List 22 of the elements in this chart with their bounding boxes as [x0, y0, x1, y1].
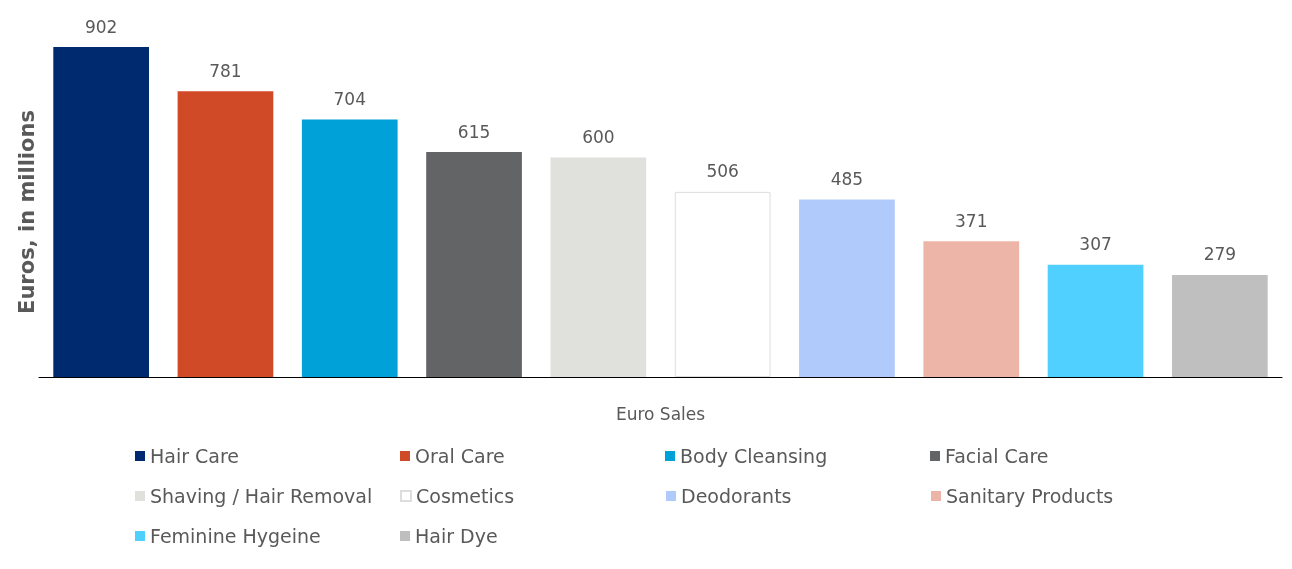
legend-label: Oral Care: [415, 445, 505, 467]
data-label: 506: [706, 161, 739, 182]
data-label: 279: [1203, 244, 1237, 265]
data-label: 307: [1079, 234, 1112, 255]
legend-label: Facial Care: [945, 445, 1049, 467]
legend-label: Hair Dye: [415, 525, 498, 547]
data-label: 371: [955, 210, 988, 231]
data-label: 615: [457, 121, 491, 142]
legend-label: Feminine Hygeine: [150, 525, 321, 547]
data-label: 704: [333, 88, 366, 109]
legend-label: Hair Care: [150, 445, 240, 467]
data-label: 600: [582, 126, 615, 147]
data-label: 485: [830, 169, 864, 190]
data-label: 902: [84, 16, 118, 37]
legend-label: Deodorants: [681, 485, 792, 507]
legend-label: Body Cleansing: [680, 445, 828, 467]
legend-label: Sanitary Products: [946, 485, 1114, 507]
y-axis-title: Euros, in millions: [14, 110, 39, 314]
legend-label: Cosmetics: [416, 485, 515, 507]
x-axis-title: Euro Sales: [615, 403, 706, 424]
legend-label: Shaving / Hair Removal: [150, 485, 373, 507]
data-label: 781: [209, 60, 242, 81]
